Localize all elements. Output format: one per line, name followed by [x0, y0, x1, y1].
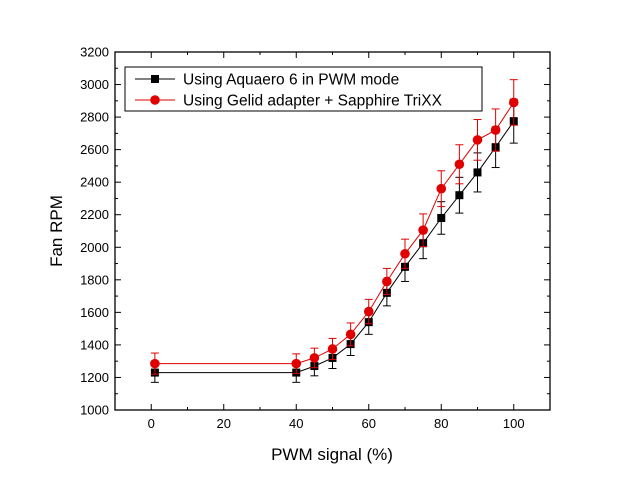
y-tick-label: 3200: [80, 45, 109, 60]
y-tick-label: 2600: [80, 142, 109, 157]
tick-layer: 0 20 40 60 80 100 1000 1200 1400 1600 1800 2000 2200…: [80, 45, 551, 431]
y-tick-label: 2200: [80, 207, 109, 222]
x-tick-label: 100: [503, 416, 525, 431]
legend-marker: [151, 75, 159, 83]
series-line: [154, 120, 515, 374]
data-point: [345, 329, 356, 340]
y-axis-title: Fan RPM: [47, 195, 66, 267]
x-tick-label: 40: [289, 416, 303, 431]
data-point: [291, 358, 302, 369]
data-point: [436, 183, 447, 194]
y-tick-label: 1600: [80, 305, 109, 320]
data-point: [400, 248, 410, 259]
legend-marker: [150, 95, 160, 105]
y-tick-label: 1400: [80, 337, 109, 352]
y-tick-label: 1800: [80, 272, 109, 287]
series-2: [150, 79, 519, 375]
legend: Using Aquaero 6 in PWM mode Using Gelid a…: [124, 66, 483, 112]
x-tick-label: 20: [217, 416, 231, 431]
data-point: [327, 344, 338, 354]
y-tick-label: 3000: [80, 77, 109, 92]
x-tick-label: 80: [434, 416, 448, 431]
legend-item-1: Using Aquaero 6 in PWM mode: [135, 72, 399, 89]
data-point: [363, 306, 374, 317]
legend-label: Using Aquaero 6 in PWM mode: [183, 72, 399, 89]
data-point: [473, 168, 482, 177]
data-point: [382, 276, 392, 287]
y-tick-label: 2800: [80, 110, 109, 125]
y-tick-label: 2000: [80, 240, 109, 255]
legend-box: [124, 66, 483, 112]
data-point: [150, 358, 160, 369]
series-line: [154, 102, 515, 365]
data-point: [309, 353, 320, 363]
data-point: [472, 135, 483, 145]
data-point: [455, 191, 464, 200]
y-tick-label: 1000: [80, 403, 109, 418]
data-point: [418, 225, 428, 235]
y-tick-label: 1200: [80, 370, 109, 385]
y-tick-label: 2400: [80, 175, 109, 190]
legend-label: Using Gelid adapter + Sapphire TriXX: [183, 93, 443, 110]
legend-item-2: Using Gelid adapter + Sapphire TriXX: [135, 93, 443, 110]
x-tick-label: 60: [362, 416, 376, 431]
data-point: [490, 125, 501, 135]
series-1: [150, 98, 518, 383]
data-point: [437, 213, 446, 222]
series-layer: [150, 79, 519, 383]
data-point: [454, 159, 465, 170]
data-point: [508, 97, 519, 108]
x-axis-title: PWM signal (%): [271, 445, 393, 464]
x-tick-label: 0: [148, 416, 155, 431]
